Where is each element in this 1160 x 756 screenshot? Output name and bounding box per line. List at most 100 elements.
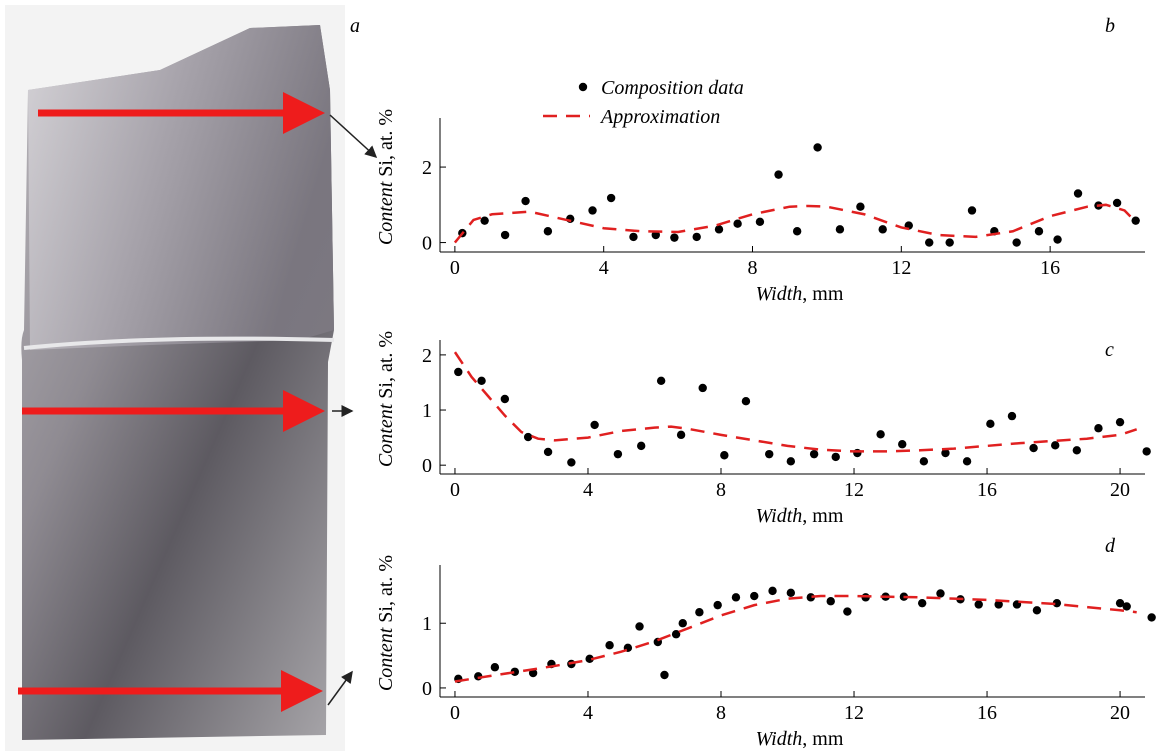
data-point — [543, 447, 553, 457]
data-point — [917, 598, 927, 608]
legend-label: Composition data — [601, 77, 744, 99]
data-point — [945, 238, 954, 247]
y-axis-label-unit: Si, at. % — [375, 555, 397, 623]
data-point — [1142, 447, 1151, 456]
data-point — [521, 196, 530, 206]
data-point — [806, 593, 815, 602]
panel-label: d — [1105, 535, 1116, 557]
data-point — [986, 419, 995, 429]
x-tick-label: 12 — [891, 257, 911, 279]
y-tick-label: 1 — [422, 613, 432, 635]
y-axis-label-italic: Content — [375, 181, 397, 245]
data-point — [1051, 441, 1060, 450]
y-tick-label: 0 — [422, 233, 432, 255]
data-point — [731, 593, 741, 602]
y-tick-label: 2 — [422, 345, 432, 367]
panel-label: c — [1105, 339, 1114, 361]
data-point — [826, 597, 835, 606]
data-point — [1112, 198, 1122, 208]
y-tick-label: 0 — [422, 455, 432, 477]
x-axis-label-unit: , mm — [802, 283, 844, 305]
y-tick-label: 1 — [422, 400, 432, 422]
data-point — [678, 619, 687, 628]
data-point — [500, 394, 510, 404]
data-point — [1094, 424, 1103, 433]
data-point — [613, 449, 623, 459]
data-point — [792, 227, 802, 236]
y-tick-label: 2 — [422, 157, 432, 179]
x-tick-label: 0 — [450, 702, 460, 724]
data-point — [1029, 443, 1038, 453]
data-point — [853, 448, 862, 458]
x-axis-label-italic: Width — [756, 728, 803, 750]
x-tick-label: 0 — [450, 479, 460, 501]
data-point — [1122, 602, 1131, 611]
y-axis-label: Content Si, at. % — [375, 109, 397, 245]
x-axis-label-italic: Width — [756, 505, 803, 527]
data-point — [774, 170, 783, 179]
data-point — [1072, 446, 1082, 455]
x-tick-label: 12 — [844, 702, 864, 724]
data-point — [962, 457, 972, 466]
data-point — [629, 232, 638, 242]
data-point — [786, 457, 796, 466]
data-point — [1115, 417, 1125, 427]
data-point — [876, 430, 885, 439]
x-axis-label-unit: , mm — [802, 728, 844, 750]
data-point — [635, 622, 644, 631]
data-point — [454, 367, 463, 377]
x-axis-label: Width, mm — [756, 505, 844, 527]
x-tick-label: 8 — [748, 257, 758, 279]
data-point — [1032, 606, 1042, 615]
data-point — [1012, 238, 1021, 247]
data-point — [967, 206, 977, 215]
data-point — [941, 448, 950, 458]
photo — [5, 5, 378, 751]
y-axis-label-unit: Si, at. % — [375, 109, 397, 177]
data-point — [733, 219, 742, 228]
pointer-arrow — [327, 670, 353, 706]
x-axis-label: Width, mm — [756, 283, 844, 305]
x-tick-label: 16 — [977, 702, 997, 724]
data-point — [590, 420, 599, 430]
data-point — [671, 630, 681, 639]
data-point — [1131, 216, 1140, 225]
data-point — [768, 586, 777, 596]
data-point — [588, 206, 597, 215]
data-point — [1115, 598, 1125, 608]
data-point — [500, 230, 510, 240]
data-point — [750, 591, 759, 601]
data-point — [714, 225, 724, 234]
data-point — [974, 600, 983, 609]
data-point — [856, 202, 865, 211]
y-axis-label-italic: Content — [375, 403, 397, 467]
data-point — [692, 232, 701, 242]
data-point — [660, 670, 669, 680]
data-point — [1052, 598, 1062, 608]
data-point — [605, 641, 614, 650]
x-tick-label: 0 — [450, 257, 460, 279]
data-point — [510, 667, 520, 676]
x-tick-label: 8 — [716, 479, 726, 501]
data-point — [713, 600, 722, 610]
data-point — [936, 589, 945, 598]
data-point — [755, 217, 765, 227]
data-point — [1034, 227, 1044, 236]
y-axis-label-italic: Content — [375, 627, 397, 691]
pointer-arrow — [329, 114, 378, 159]
y-axis-label-unit: Si, at. % — [375, 331, 397, 399]
data-point — [835, 225, 845, 234]
data-point — [898, 440, 907, 449]
data-point — [477, 376, 486, 386]
approximation-line — [453, 203, 1137, 244]
approximation-line — [453, 351, 1138, 453]
data-point — [843, 607, 852, 616]
x-tick-label: 20 — [1110, 702, 1130, 724]
data-point — [698, 383, 707, 393]
data-point — [878, 225, 887, 234]
data-point — [809, 449, 819, 459]
data-point — [523, 432, 533, 442]
x-tick-label: 20 — [1110, 479, 1130, 501]
panel-label: b — [1105, 15, 1115, 37]
